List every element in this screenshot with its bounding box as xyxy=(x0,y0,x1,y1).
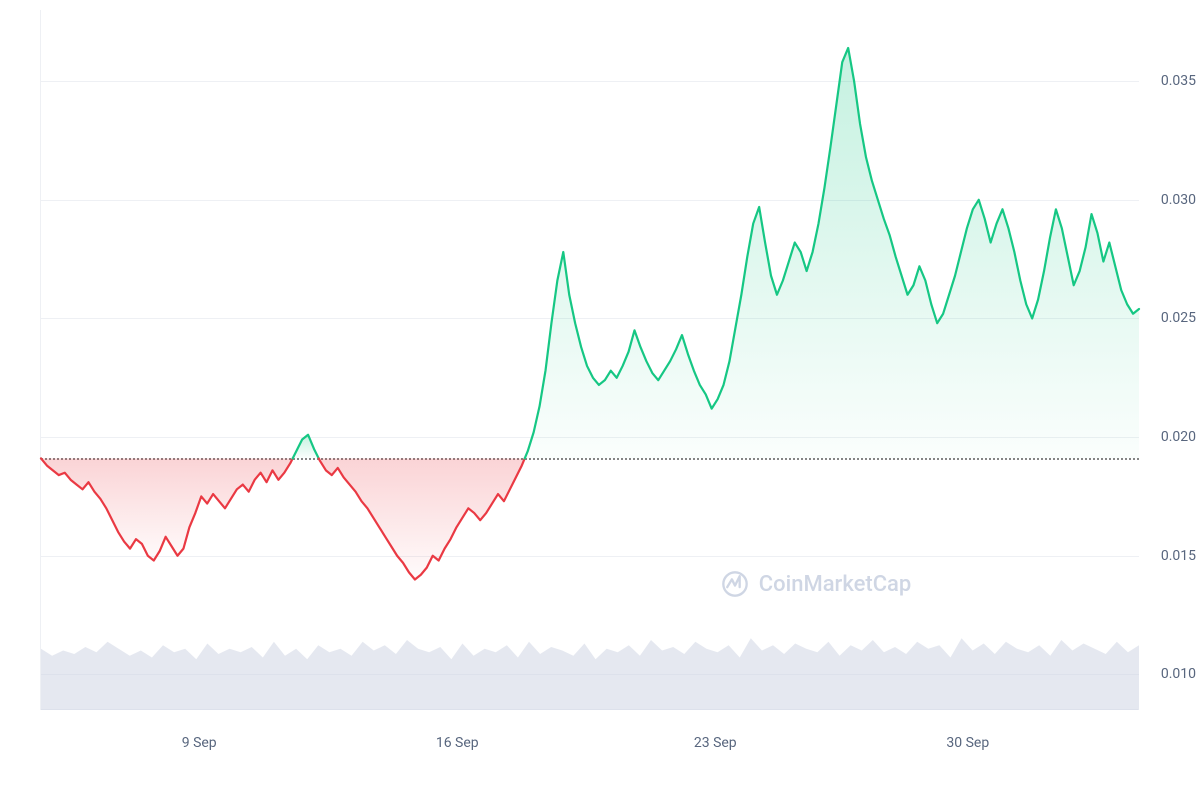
y-axis-label: 0.010 xyxy=(1149,666,1196,682)
volume-area-svg xyxy=(41,10,1139,710)
price-chart[interactable]: 0.010 0.015 0.020 0.025 0.030 0.035 9 Sep 16 Se… xyxy=(0,0,1200,800)
y-axis-label: 0.035 xyxy=(1149,73,1196,89)
volume-area xyxy=(41,638,1139,710)
x-axis-label: 23 Sep xyxy=(694,735,737,751)
plot-area[interactable] xyxy=(40,10,1138,710)
y-axis-label: 0.015 xyxy=(1149,548,1196,564)
x-axis-label: 16 Sep xyxy=(436,735,479,751)
y-axis-label: 0.025 xyxy=(1149,310,1196,326)
x-axis-label: 30 Sep xyxy=(946,735,989,751)
x-axis-label: 9 Sep xyxy=(182,735,217,751)
y-axis-label: 0.020 xyxy=(1149,429,1196,445)
y-axis-label: 0.030 xyxy=(1149,192,1196,208)
